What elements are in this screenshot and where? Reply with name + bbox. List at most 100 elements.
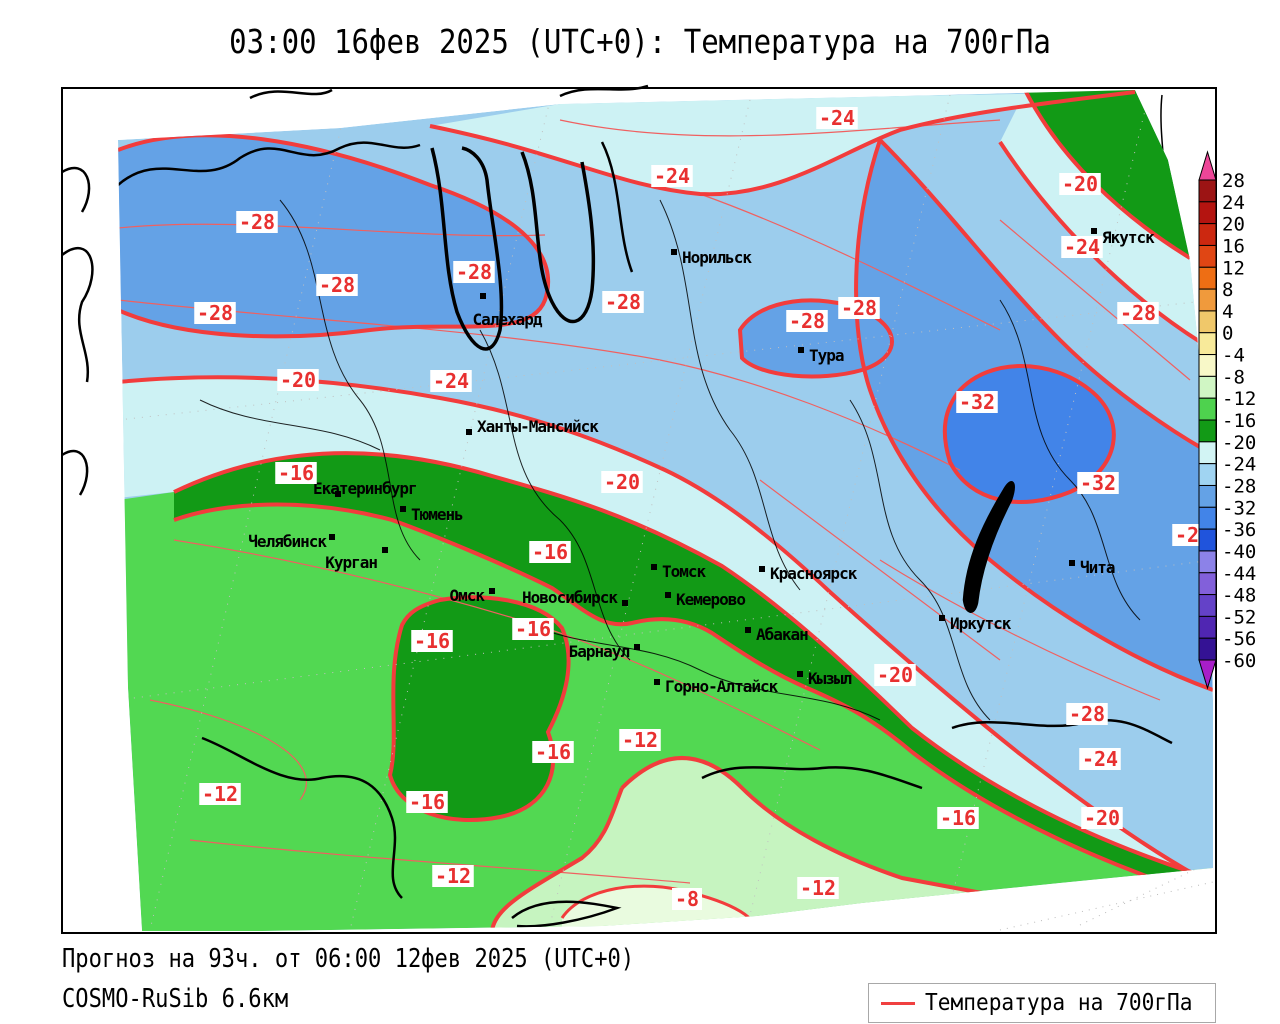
contour-label: -20: [877, 663, 913, 687]
city-marker: [329, 534, 335, 540]
city-label: Барнаул: [569, 642, 630, 661]
colorbar-band: [1199, 245, 1216, 267]
contour-label: -28: [456, 260, 492, 284]
colorbar-band: [1199, 595, 1216, 617]
colorbar-band: [1199, 224, 1216, 246]
city-marker: [651, 564, 657, 570]
contour-label: -24: [1064, 235, 1100, 259]
contour-label: -12: [202, 782, 238, 806]
city-marker: [622, 600, 628, 606]
contour-label: -16: [278, 461, 314, 485]
city-marker: [489, 588, 495, 594]
city-marker: [759, 566, 765, 572]
colorbar-band: [1199, 267, 1216, 289]
city-label: Тура: [809, 346, 844, 365]
weather-map-page: 03:00 16фев 2025 (UTC+0): Температура на…: [0, 0, 1280, 1024]
colorbar-tick: -4: [1222, 345, 1245, 367]
city-label: Салехард: [472, 310, 542, 329]
colorbar-tick: 0: [1222, 323, 1233, 345]
colorbar-tick: 8: [1222, 279, 1233, 301]
city-label: Тюмень: [411, 505, 463, 524]
contour-label: -12: [622, 728, 658, 752]
city-label: Горно-Алтайск: [665, 677, 779, 696]
colorbar-band: [1199, 202, 1216, 224]
city-label: Ханты-Мансийск: [477, 417, 599, 436]
contour-label: -32: [959, 390, 995, 414]
legend-line-sample: [881, 1002, 915, 1005]
contour-label: -24: [819, 106, 855, 130]
forecast-caption: Прогноз на 93ч. от 06:00 12фев 2025 (UTC…: [62, 944, 634, 974]
contour-label: -12: [800, 876, 836, 900]
colorbar-band: [1199, 420, 1216, 442]
contour-label: -20: [604, 470, 640, 494]
colorbar-tick: -52: [1222, 606, 1256, 628]
city-label: Челябинск: [248, 532, 327, 551]
colorbar-tick: 20: [1222, 214, 1245, 236]
contour-label: -28: [197, 301, 233, 325]
city-label: Томск: [662, 562, 707, 581]
colorbar-band: [1199, 180, 1216, 202]
contour-label: -28: [841, 296, 877, 320]
contour-label: -28: [1069, 702, 1105, 726]
city-label: Омск: [449, 586, 485, 605]
city-label: Норильск: [682, 248, 752, 267]
colorbar-band: [1199, 333, 1216, 355]
colorbar-band: [1199, 529, 1216, 551]
colorbar-band: [1199, 289, 1216, 311]
colorbar-band: [1199, 311, 1216, 333]
colorbar-tick: -28: [1222, 475, 1256, 497]
contour-label: -28: [239, 210, 275, 234]
contour-label: -20: [280, 368, 316, 392]
contour-label: -28: [319, 273, 355, 297]
colorbar-band: [1199, 616, 1216, 638]
contour-label: -20: [1062, 172, 1098, 196]
colorbar-tick: -48: [1222, 585, 1256, 607]
colorbar-tick: -44: [1222, 563, 1256, 585]
city-marker: [634, 644, 640, 650]
city-label: Кызыл: [808, 669, 852, 688]
colorbar-tick: 4: [1222, 301, 1233, 323]
colorbar-tick: -40: [1222, 541, 1256, 563]
colorbar-tick: -60: [1222, 650, 1256, 672]
colorbar: 2824201612840-4-8-12-16-20-24-28-32-36-4…: [1199, 152, 1256, 688]
city-label: Екатеринбург: [313, 479, 417, 498]
colorbar-band: [1199, 573, 1216, 595]
colorbar-tick: -32: [1222, 497, 1256, 519]
contour-label: -16: [409, 790, 445, 814]
city-marker: [665, 592, 671, 598]
colorbar-tick: -36: [1222, 519, 1256, 541]
city-marker: [654, 679, 660, 685]
contour-label: -28: [605, 290, 641, 314]
legend-box: Температура на 700гПа: [868, 983, 1216, 1023]
city-label: Красноярск: [770, 564, 858, 583]
contour-label: -16: [535, 740, 571, 764]
city-marker: [466, 429, 472, 435]
colorbar-band: [1199, 638, 1216, 660]
colorbar-band: [1199, 398, 1216, 420]
city-label: Курган: [325, 553, 377, 572]
city-marker: [797, 671, 803, 677]
colorbar-band: [1199, 355, 1216, 377]
city-marker: [745, 627, 751, 633]
city-marker: [798, 347, 804, 353]
contour-label: -28: [789, 309, 825, 333]
contour-label: -16: [515, 617, 551, 641]
city-label: Новосибирск: [522, 588, 618, 607]
contour-label: -20: [1084, 806, 1120, 830]
model-domain: [118, 90, 1213, 933]
city-marker: [1091, 228, 1097, 234]
map-canvas: ЯкутскНорильскСалехардТураХанты-Мансийск…: [0, 0, 1280, 1024]
colorbar-tick: -16: [1222, 410, 1256, 432]
city-marker: [939, 615, 945, 621]
contour-label: -24: [654, 164, 690, 188]
colorbar-tick: -24: [1222, 454, 1256, 476]
contour-label: -16: [414, 629, 450, 653]
contour-label: -32: [1080, 471, 1116, 495]
colorbar-tick: -8: [1222, 366, 1245, 388]
colorbar-band: [1199, 442, 1216, 464]
contour-label: -16: [532, 540, 568, 564]
city-marker: [382, 547, 388, 553]
colorbar-tick: 24: [1222, 192, 1245, 214]
colorbar-band: [1199, 507, 1216, 529]
colorbar-band: [1199, 464, 1216, 486]
